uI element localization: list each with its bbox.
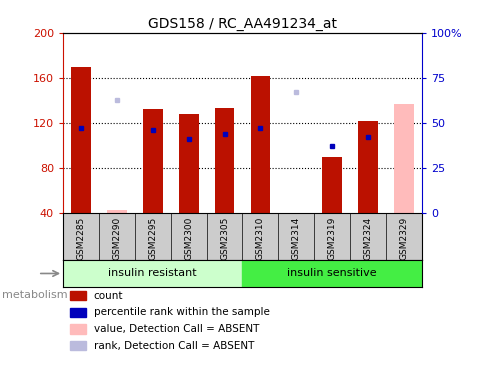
Bar xyxy=(70,291,86,300)
Bar xyxy=(358,121,377,213)
Text: GSM2324: GSM2324 xyxy=(363,217,372,260)
Text: GSM2285: GSM2285 xyxy=(76,217,85,260)
Text: percentile rank within the sample: percentile rank within the sample xyxy=(93,307,269,317)
Text: insulin resistant: insulin resistant xyxy=(108,269,197,279)
Text: GSM2314: GSM2314 xyxy=(291,217,300,260)
Text: GSM2305: GSM2305 xyxy=(220,217,228,260)
Bar xyxy=(71,67,91,213)
Text: GSM2310: GSM2310 xyxy=(256,217,264,260)
Bar xyxy=(242,261,421,287)
Bar xyxy=(393,104,413,213)
Text: count: count xyxy=(93,291,123,300)
Text: GSM2300: GSM2300 xyxy=(184,217,193,260)
Bar xyxy=(107,210,126,213)
Bar xyxy=(70,308,86,317)
Text: GSM2329: GSM2329 xyxy=(399,217,408,260)
Bar xyxy=(143,109,162,213)
Text: metabolism: metabolism xyxy=(2,290,68,300)
Bar xyxy=(70,324,86,333)
Bar xyxy=(322,157,341,213)
Bar xyxy=(286,213,305,214)
Title: GDS158 / RC_AA491234_at: GDS158 / RC_AA491234_at xyxy=(148,16,336,30)
Bar xyxy=(250,76,270,213)
Bar xyxy=(63,261,242,287)
Text: insulin sensitive: insulin sensitive xyxy=(287,269,376,279)
Text: GSM2295: GSM2295 xyxy=(148,217,157,260)
Text: value, Detection Call = ABSENT: value, Detection Call = ABSENT xyxy=(93,324,258,334)
Text: GSM2319: GSM2319 xyxy=(327,217,336,260)
Text: rank, Detection Call = ABSENT: rank, Detection Call = ABSENT xyxy=(93,341,254,351)
Bar xyxy=(179,114,198,213)
Bar xyxy=(70,341,86,350)
Bar xyxy=(214,108,234,213)
Text: GSM2290: GSM2290 xyxy=(112,217,121,260)
